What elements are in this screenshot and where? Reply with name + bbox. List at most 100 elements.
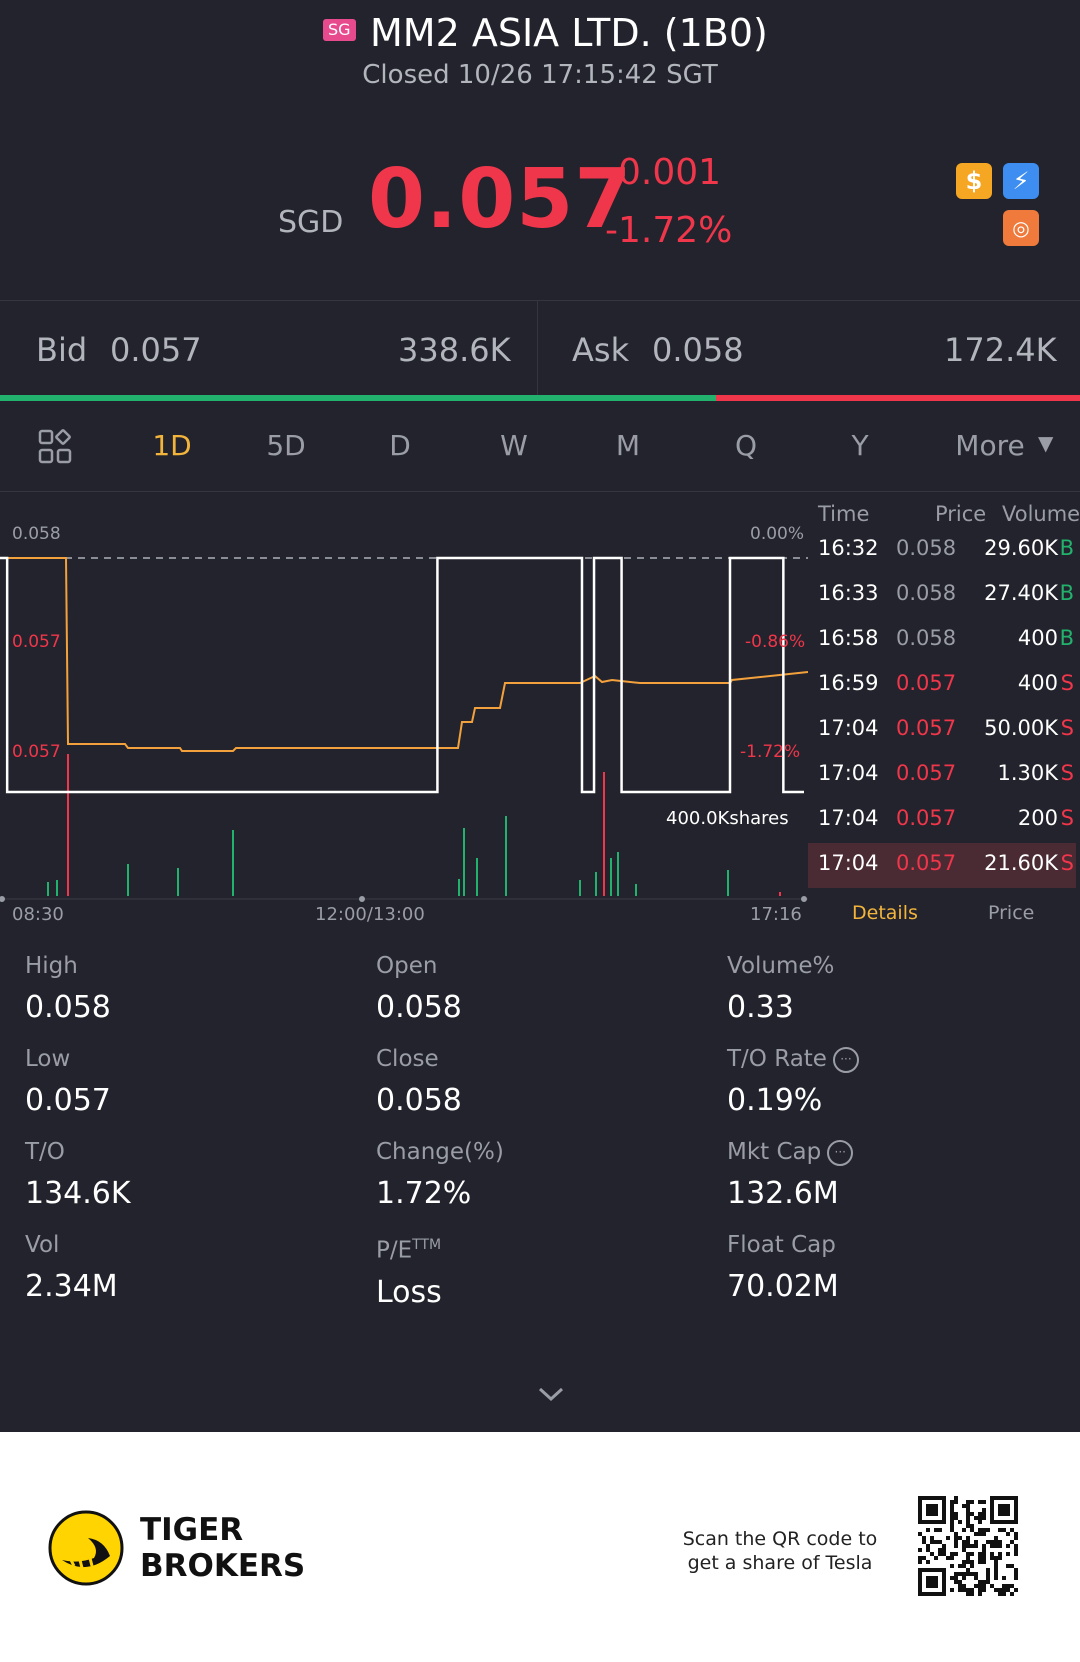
trade-price: 0.058 bbox=[896, 626, 957, 650]
trade-volume: 21.60K bbox=[984, 851, 1058, 875]
tab-5d[interactable]: 5D bbox=[266, 429, 306, 462]
stat-high: High 0.058 bbox=[25, 950, 355, 1043]
period-tabs: 1D 5D D W M Q Y More ▼ bbox=[0, 401, 1080, 492]
trade-price: 0.057 bbox=[896, 716, 957, 740]
price-change-pct: -1.72% bbox=[605, 210, 733, 251]
trade-price: 0.057 bbox=[896, 851, 957, 875]
stat-value: 1.72% bbox=[376, 1176, 472, 1211]
stock-title: MM2 ASIA LTD. (1B0) bbox=[370, 11, 768, 55]
trade-side: B bbox=[1059, 536, 1074, 560]
price-change: -0.001 bbox=[605, 152, 722, 193]
trade-volume: 200 bbox=[1017, 806, 1058, 830]
scan-caption: Scan the QR code to get a share of Tesla bbox=[682, 1528, 878, 1574]
stat-low: Low 0.057 bbox=[25, 1043, 355, 1136]
qr-code-icon bbox=[918, 1496, 1018, 1596]
stat-value: 0.19% bbox=[727, 1083, 823, 1118]
share-footer: TIGER BROKERS Scan the QR code to get a … bbox=[0, 1432, 1080, 1662]
x-axis-dot bbox=[359, 896, 365, 902]
stat-label: Vol bbox=[25, 1232, 60, 1258]
trade-side: B bbox=[1059, 626, 1074, 650]
y-axis-low: 0.057 bbox=[12, 742, 61, 762]
stat-label: T/O Rate bbox=[727, 1046, 827, 1072]
trade-volume: 27.40K bbox=[984, 581, 1058, 605]
stat-label: P/E bbox=[376, 1237, 413, 1264]
more-info-icon[interactable]: ··· bbox=[827, 1139, 854, 1166]
stat-label: Close bbox=[376, 1046, 439, 1072]
price-line bbox=[0, 556, 804, 794]
stat-open: Open 0.058 bbox=[376, 950, 706, 1043]
ask-price: 0.058 bbox=[652, 331, 744, 369]
ask-label: Ask bbox=[572, 331, 630, 369]
bid-depth-bar bbox=[0, 395, 717, 401]
stat-close: Close 0.058 bbox=[376, 1043, 706, 1136]
y-axis-pct-mid: -0.86% bbox=[745, 632, 806, 652]
x-axis-dot bbox=[801, 896, 807, 902]
trade-side: S bbox=[1060, 806, 1074, 830]
lightning-icon[interactable]: ⚡ bbox=[1003, 163, 1039, 199]
y-axis-pct-high: 0.00% bbox=[750, 524, 805, 544]
brand-name: TIGER BROKERS bbox=[140, 1512, 305, 1584]
bid-label: Bid bbox=[36, 331, 88, 369]
tab-1d[interactable]: 1D bbox=[152, 429, 192, 462]
dropdown-triangle-icon[interactable]: ▼ bbox=[1038, 431, 1054, 455]
trade-time: 17:04 bbox=[818, 716, 879, 740]
stat-value: 0.057 bbox=[25, 1083, 111, 1118]
x-axis-lunch: 12:00/13:00 bbox=[315, 904, 425, 925]
tab-w[interactable]: W bbox=[500, 429, 528, 462]
last-price: 0.057 bbox=[368, 152, 633, 247]
stat-label: Low bbox=[25, 1046, 71, 1072]
trade-row: 17:04 0.057 21.60K S bbox=[808, 843, 1076, 888]
trade-time: 17:04 bbox=[818, 761, 879, 785]
volume-scale-label: 400.0Kshares bbox=[666, 808, 789, 829]
trade-side: S bbox=[1060, 671, 1074, 695]
trade-volume: 1.30K bbox=[997, 761, 1058, 785]
tab-d[interactable]: D bbox=[389, 429, 411, 462]
tab-y[interactable]: Y bbox=[851, 429, 869, 462]
bid-size: 338.6K bbox=[398, 331, 511, 369]
market-badge: SG bbox=[323, 19, 356, 41]
ask-depth-bar bbox=[716, 395, 1080, 401]
intraday-chart[interactable]: 0.058 0.057 0.057 0.00% -0.86% -1.72% 40… bbox=[0, 492, 808, 932]
trade-volume: 50.00K bbox=[984, 716, 1058, 740]
trade-time: 16:33 bbox=[818, 581, 879, 605]
dollar-icon[interactable]: $ bbox=[956, 163, 992, 199]
tab-more[interactable]: More bbox=[955, 429, 1025, 462]
trade-price: 0.058 bbox=[896, 581, 957, 605]
stat-label: High bbox=[25, 953, 78, 979]
stat-float-cap: Float Cap 70.02M bbox=[727, 1229, 1057, 1322]
trade-row: 17:04 0.057 1.30K S bbox=[808, 753, 1076, 798]
more-info-icon[interactable]: ··· bbox=[832, 1046, 859, 1073]
col-volume: Volume bbox=[1002, 502, 1080, 526]
trade-row: 16:33 0.058 27.40K B bbox=[808, 573, 1076, 618]
trade-row: 16:32 0.058 29.60K B bbox=[808, 528, 1076, 573]
trade-volume: 400 bbox=[1017, 671, 1058, 695]
stat-value: Loss bbox=[376, 1274, 442, 1310]
trade-time: 17:04 bbox=[818, 851, 879, 875]
trade-row: 16:58 0.058 400 B bbox=[808, 618, 1076, 663]
stat-value: 0.058 bbox=[25, 990, 111, 1025]
tab-q[interactable]: Q bbox=[734, 429, 758, 462]
trade-volume: 400 bbox=[1017, 626, 1058, 650]
trade-side: S bbox=[1060, 761, 1074, 785]
badge-icon[interactable]: ◎ bbox=[1003, 210, 1039, 246]
stat-volume: Volume% 0.33 bbox=[727, 950, 1057, 1043]
bid-ask-panel: Bid 0.057 338.6K Ask 0.058 172.4K bbox=[0, 300, 1080, 396]
stat-value: 2.34M bbox=[25, 1269, 118, 1304]
trade-time: 16:58 bbox=[818, 626, 879, 650]
bid-ask-divider bbox=[537, 301, 538, 396]
x-axis-dot bbox=[0, 896, 5, 902]
chevron-down-icon[interactable] bbox=[538, 1386, 564, 1402]
bid-price: 0.057 bbox=[110, 331, 202, 369]
trade-row: 17:04 0.057 50.00K S bbox=[808, 708, 1076, 753]
stat-label: T/O bbox=[25, 1139, 65, 1165]
layout-grid-icon[interactable] bbox=[38, 429, 74, 465]
tab-m[interactable]: M bbox=[615, 429, 641, 462]
stat-p-e: P/ETTM Loss bbox=[376, 1229, 706, 1322]
tab-details[interactable]: Details bbox=[852, 902, 918, 924]
trade-time: 16:32 bbox=[818, 536, 879, 560]
tab-price-breakdown[interactable]: Price bbox=[988, 902, 1035, 924]
stat-value: 0.33 bbox=[727, 990, 794, 1025]
stat-mkt-cap: Mkt Cap ··· 132.6M bbox=[727, 1136, 1057, 1229]
stat-label: Float Cap bbox=[727, 1232, 836, 1258]
trade-price: 0.058 bbox=[896, 536, 957, 560]
